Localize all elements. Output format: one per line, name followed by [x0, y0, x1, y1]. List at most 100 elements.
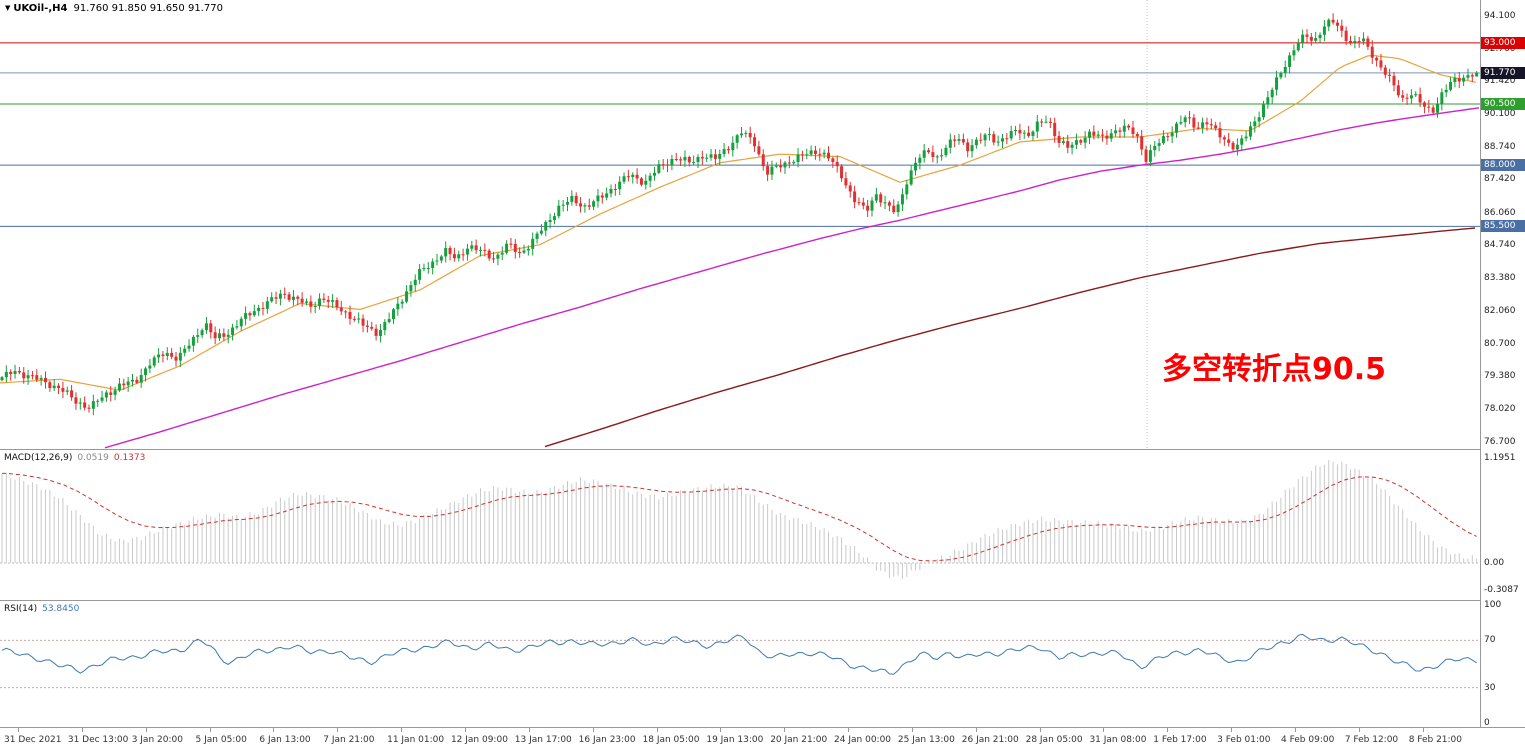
- candle-body: [1018, 129, 1022, 134]
- time-tick-mark: [1103, 728, 1105, 732]
- price-label-box: 93.000: [1481, 36, 1525, 49]
- candle-body: [1431, 107, 1435, 113]
- candle-body: [1222, 137, 1226, 140]
- time-tick-label: 31 Jan 08:00: [1089, 735, 1147, 745]
- candle-body: [813, 150, 817, 155]
- candle-body: [805, 154, 809, 156]
- candle-body: [1040, 121, 1044, 123]
- candle-body: [735, 135, 739, 143]
- candle-body: [135, 379, 139, 383]
- time-tick-label: 7 Feb 12:00: [1344, 735, 1399, 745]
- candle-body: [500, 252, 504, 255]
- candle-body: [1357, 40, 1361, 42]
- candle-body: [1227, 139, 1231, 143]
- macd-label: MACD(12,26,9) 0.0519 0.1373: [4, 453, 146, 463]
- panel-separator[interactable]: [0, 600, 1525, 601]
- time-tick-mark: [18, 728, 19, 732]
- ohlc-values: 91.760 91.850 91.650 91.770: [73, 3, 223, 14]
- price-label-box: 90.500: [1481, 97, 1525, 110]
- rsi-canvas[interactable]: [0, 601, 1480, 727]
- price-scale[interactable]: 94.10092.76091.42090.10088.74087.42086.0…: [1481, 0, 1525, 728]
- candle-body: [1340, 25, 1344, 31]
- candle-body: [822, 152, 826, 155]
- rsi-panel[interactable]: RSI(14) 53.8450: [0, 601, 1480, 727]
- candle-body: [1122, 125, 1126, 132]
- candle-body: [1422, 102, 1426, 107]
- time-tick-label: 1 Feb 17:00: [1153, 735, 1207, 745]
- candle-body: [222, 333, 226, 337]
- candle-body: [1466, 75, 1470, 78]
- time-tick-label: 31 Dec 13:00: [67, 735, 129, 745]
- candle-body: [1031, 131, 1035, 136]
- candle-body: [418, 269, 422, 280]
- candle-body: [1288, 55, 1292, 67]
- main-chart-panel[interactable]: ▼ UKOil-,H4 91.760 91.850 91.650 91.770 多空…: [0, 0, 1480, 449]
- price-tick: 79.380: [1484, 371, 1516, 382]
- candle-body: [1088, 131, 1091, 138]
- price-tick: 84.740: [1484, 239, 1516, 250]
- candle-body: [579, 203, 583, 207]
- candle-body: [1383, 67, 1387, 75]
- candle-body: [592, 201, 596, 207]
- candle-body: [1048, 121, 1052, 123]
- candle-body: [1309, 36, 1313, 41]
- candle-body: [1201, 122, 1205, 128]
- time-scale[interactable]: 31 Dec 2021 31 Dec 13:00 3 Jan 20:00 5 Jan …: [0, 727, 1525, 755]
- panel-separator[interactable]: [0, 449, 1525, 450]
- candle-body: [1131, 127, 1135, 135]
- candle-body: [452, 254, 456, 259]
- candle-body: [144, 368, 148, 376]
- candle-body: [561, 204, 565, 206]
- candle-body: [278, 293, 282, 299]
- candle-body: [983, 134, 987, 141]
- price-tick: 0: [1484, 718, 1490, 728]
- main-chart-canvas[interactable]: [0, 0, 1480, 449]
- candle-body: [800, 154, 804, 156]
- candle-body: [444, 247, 448, 257]
- candle-body: [787, 162, 791, 164]
- candle-body: [705, 157, 709, 159]
- candle-body: [1283, 66, 1287, 74]
- candle-body: [948, 139, 952, 148]
- time-tick-mark: [401, 728, 403, 732]
- candle-body: [1418, 94, 1422, 103]
- candle-body: [165, 352, 169, 357]
- candle-body: [583, 205, 587, 207]
- candle-body: [740, 133, 743, 136]
- candle-body: [774, 165, 778, 167]
- candle-body: [631, 174, 635, 177]
- candle-body: [126, 381, 130, 386]
- candle-body: [966, 142, 970, 152]
- candle-body: [674, 158, 678, 160]
- candle-body: [687, 156, 691, 163]
- candle-body: [927, 150, 931, 153]
- candle-body: [827, 152, 830, 159]
- time-tick-label: 31 Dec 2021: [4, 735, 62, 745]
- candle-body: [78, 402, 82, 404]
- candle-body: [605, 193, 609, 198]
- candle-body: [1314, 38, 1318, 41]
- macd-panel[interactable]: MACD(12,26,9) 0.0519 0.1373: [0, 450, 1480, 600]
- time-tick-label: 20 Jan 21:00: [770, 735, 828, 745]
- time-tick-mark: [337, 728, 339, 732]
- candle-body: [1292, 50, 1296, 56]
- candle-body: [361, 318, 365, 326]
- candle-body: [1296, 43, 1300, 51]
- time-tick-mark: [528, 728, 530, 732]
- candle-body: [344, 311, 348, 313]
- candle-body: [1192, 117, 1196, 128]
- time-tick-label: 18 Jan 05:00: [642, 735, 700, 745]
- macd-canvas[interactable]: [0, 450, 1480, 600]
- candle-body: [1301, 34, 1305, 44]
- candle-body: [979, 139, 983, 141]
- candle-body: [0, 377, 4, 381]
- time-tick-mark: [592, 728, 594, 732]
- symbol-info[interactable]: ▼ UKOil-,H4 91.760 91.850 91.650 91.770: [5, 3, 223, 14]
- candle-body: [1053, 122, 1057, 137]
- candle-body: [1322, 26, 1326, 35]
- candle-body: [1188, 117, 1192, 119]
- price-tick: -0.3087: [1484, 585, 1519, 596]
- candle-body: [1027, 132, 1031, 136]
- candle-body: [874, 194, 878, 201]
- price-tick: 83.380: [1484, 273, 1516, 284]
